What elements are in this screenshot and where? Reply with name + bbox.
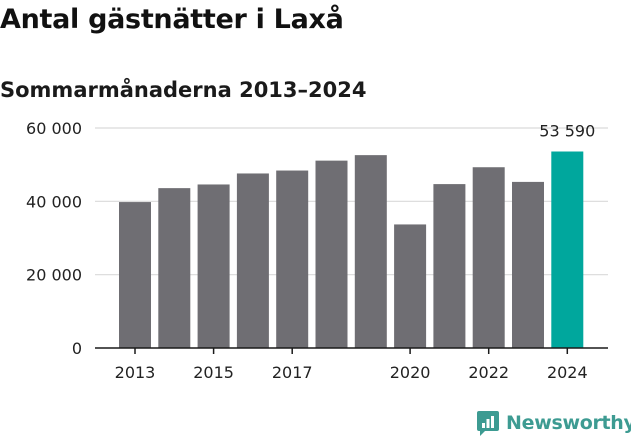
- x-tick-label: 2015: [193, 363, 234, 382]
- bar: [119, 202, 151, 348]
- bar: [551, 151, 584, 348]
- y-tick-label: 40 000: [26, 192, 82, 211]
- bar: [236, 173, 269, 348]
- newsworthy-chart-bubble-icon: [477, 411, 499, 436]
- x-tick-label: 2020: [390, 363, 431, 382]
- brand-name: Newsworthy: [506, 412, 631, 434]
- x-tick-label: 2022: [468, 363, 509, 382]
- chart-title: Antal gästnätter i Laxå: [0, 4, 344, 35]
- x-tick-label: 2013: [115, 363, 156, 382]
- data-label: 53 590: [539, 122, 595, 141]
- bar: [433, 184, 466, 348]
- y-tick-label: 60 000: [26, 119, 82, 138]
- chart-subtitle: Sommarmånaderna 2013–2024: [0, 78, 367, 102]
- y-tick-label: 20 000: [26, 266, 82, 285]
- bar: [315, 160, 348, 348]
- bar: [276, 170, 309, 348]
- bar: [354, 155, 387, 348]
- bar: [472, 167, 505, 348]
- y-tick-label: 0: [72, 339, 82, 358]
- newsworthy-logo[interactable]: Newsworthy: [476, 408, 631, 438]
- bar: [158, 188, 191, 348]
- x-tick-label: 2017: [272, 363, 313, 382]
- bar: [394, 224, 427, 348]
- bar: [197, 184, 230, 348]
- bar: [512, 181, 544, 348]
- x-tick-label: 2024: [547, 363, 588, 382]
